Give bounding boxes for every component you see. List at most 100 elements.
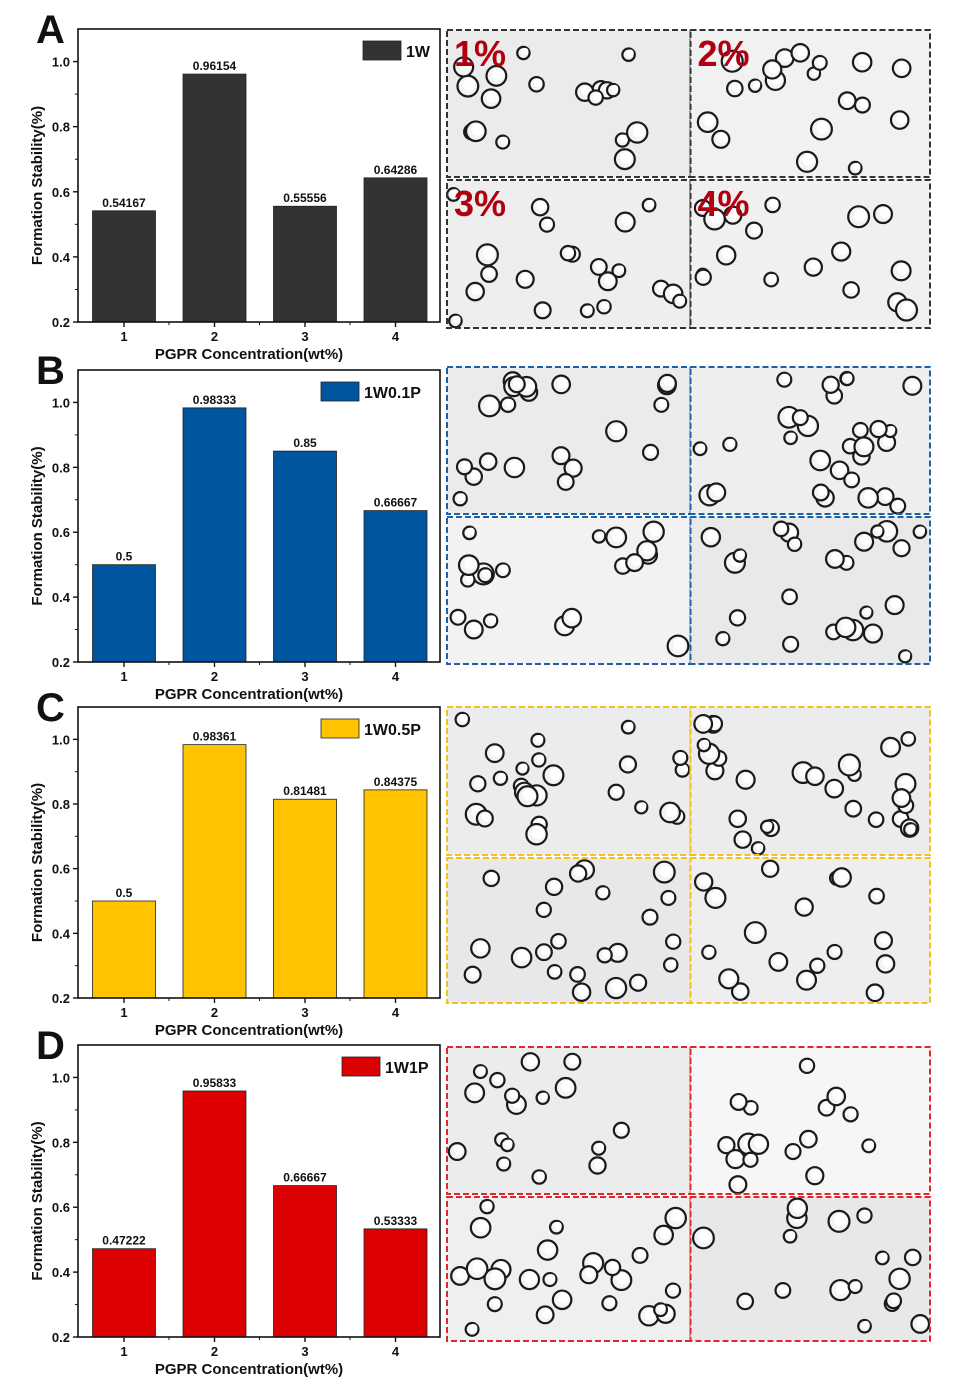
droplet-highlight [461,460,471,470]
droplet-highlight [883,435,894,447]
droplet-highlight [774,955,786,966]
droplet-highlight [866,1140,875,1149]
bar-1 [92,1248,156,1338]
micrograph-border [689,366,931,515]
droplet-highlight [457,493,466,502]
chart-panel-a: A 0.54167 0.96154 0.55556 0.64286 0.2 0.4 0.6 0.… [29,8,441,363]
droplet-highlight [895,1271,908,1284]
droplet-highlight [886,740,898,752]
micrograph-border [689,29,931,178]
droplet-highlight [558,1292,570,1304]
droplet-highlight [505,398,514,408]
micrograph-image: 3% [446,179,692,329]
droplet-highlight [734,812,745,823]
droplet-highlight [787,1231,796,1239]
droplet-highlight [700,875,711,886]
y-tick-label: 0.8 [52,797,70,812]
droplet-highlight [894,500,904,510]
droplet-highlight [703,114,716,127]
micrograph-grid-c [446,706,931,1004]
droplet-highlight [835,463,847,475]
droplet-highlight [625,721,634,730]
droplet-highlight [879,934,891,945]
micrograph-image: 2% [689,29,931,178]
droplet-highlight [804,1132,815,1143]
droplet-highlight [699,201,710,212]
droplet-highlight [561,1080,574,1093]
droplet-highlight [540,945,551,956]
legend-label: 1W [406,44,431,61]
droplet-highlight [469,1324,478,1332]
bar-2 [182,73,247,323]
y-axis-title: Formation Stability(%) [29,1121,46,1280]
droplet-highlight [814,960,824,969]
droplet-highlight [536,1171,545,1180]
droplet-highlight [755,843,764,851]
droplet-highlight [494,1074,504,1083]
droplet-highlight [809,260,820,271]
droplet-highlight [853,208,867,222]
droplet-highlight [484,1201,493,1210]
droplet-highlight [624,758,635,768]
droplet-highlight [861,1209,871,1219]
droplet-highlight [543,1242,555,1255]
droplet-highlight [880,1252,888,1261]
bar-value-label: 0.55556 [283,191,327,205]
droplet-highlight [787,638,797,648]
droplet-highlight [565,247,574,256]
droplet-highlight [540,1092,548,1100]
droplet-highlight [668,959,677,968]
droplet-highlight [510,460,522,472]
droplet-highlight [577,985,589,996]
droplet-highlight [455,611,464,621]
legend-label: 1W0.1P [364,385,421,402]
panel-label: B [36,349,65,393]
droplet-highlight [817,57,826,66]
micrograph-image [689,1046,931,1195]
y-tick-label: 0.8 [52,460,70,475]
droplet-highlight [709,211,723,224]
droplet-highlight [659,1227,671,1240]
droplet-highlight [831,552,842,563]
y-tick-label: 0.4 [52,590,71,605]
droplet-highlight [710,890,723,903]
droplet-highlight [902,651,911,659]
droplet-highlight [729,208,740,219]
droplet-highlight [467,527,475,536]
droplet-highlight [451,189,459,197]
droplet-highlight [873,813,882,823]
droplet-highlight [804,1060,813,1069]
droplet-highlight [881,957,893,968]
droplet-highlight [469,968,479,978]
droplet-highlight [754,1136,766,1149]
bar-2 [182,744,247,999]
droplet-highlight [768,62,780,74]
droplet-highlight [544,218,553,228]
y-tick-label: 0.8 [52,1135,70,1150]
y-tick-label: 0.2 [52,315,70,330]
droplet-highlight [453,315,461,324]
droplet-highlight [748,1102,757,1111]
droplet-highlight [476,1220,488,1233]
micrograph-grid-a: 1% 2% 3% 4% [446,29,931,329]
bar-value-label: 0.98361 [193,730,237,744]
droplet-highlight [862,1320,870,1329]
droplet-highlight [711,717,721,727]
droplet-highlight [482,569,491,578]
bar-3 [273,1185,337,1338]
droplet-highlight [831,946,841,955]
bar-value-label: 0.64286 [374,163,418,177]
droplet-highlight [735,1095,745,1106]
y-axis-title: Formation Stability(%) [29,446,46,605]
droplet-highlight [596,531,605,539]
droplet-highlight [478,1066,486,1074]
droplet-highlight [780,51,792,62]
droplet-highlight [549,767,561,780]
droplet-highlight [863,490,876,503]
droplet-highlight [837,870,849,882]
micrograph-image [689,516,931,665]
droplet-highlight [860,534,871,546]
droplet-highlight [852,162,861,171]
droplet-highlight [471,123,484,136]
droplet-highlight [550,880,561,891]
